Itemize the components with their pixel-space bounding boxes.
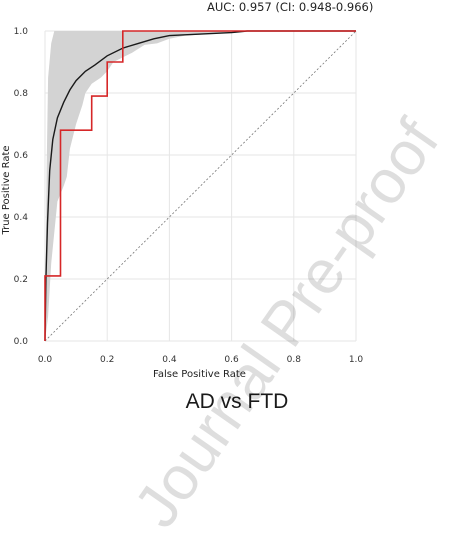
y-tick-labels: 0.0 0.2 0.4 0.6 0.8 1.0: [14, 27, 29, 347]
auc-annotation: AUC: 0.957 (CI: 0.948-0.966): [207, 0, 374, 14]
x-axis-label: False Positive Rate: [153, 369, 246, 380]
y-tick-label-1: 0.2: [14, 275, 28, 285]
roc-chart: 0.0 0.2 0.4 0.6 0.8 1.0 0.0 0.2 0.4 0.6 0.8 1.0 Fa…: [1, 27, 364, 380]
x-tick-label-4: 0.8: [287, 355, 302, 365]
x-tick-label-2: 0.4: [162, 355, 177, 365]
confidence-band: [45, 31, 356, 341]
x-tick-label-0: 0.0: [38, 355, 53, 365]
y-axis-label: True Positive Rate: [1, 145, 12, 235]
x-tick-label-3: 0.6: [224, 355, 239, 365]
y-tick-label-0: 0.0: [14, 337, 29, 347]
y-tick-label-2: 0.4: [14, 213, 29, 223]
y-tick-label-4: 0.8: [14, 89, 29, 99]
x-tick-labels: 0.0 0.2 0.4 0.6 0.8 1.0: [38, 355, 364, 365]
x-tick-label-5: 1.0: [349, 355, 364, 365]
chart-subtitle: AD vs FTD: [185, 390, 289, 413]
mean-roc-curve: [44, 30, 356, 342]
y-tick-label-5: 1.0: [14, 27, 29, 37]
chance-diagonal: [44, 30, 357, 342]
x-tick-label-1: 0.2: [100, 355, 114, 365]
roc-curve: [44, 30, 356, 341]
y-tick-label-3: 0.6: [14, 151, 29, 161]
